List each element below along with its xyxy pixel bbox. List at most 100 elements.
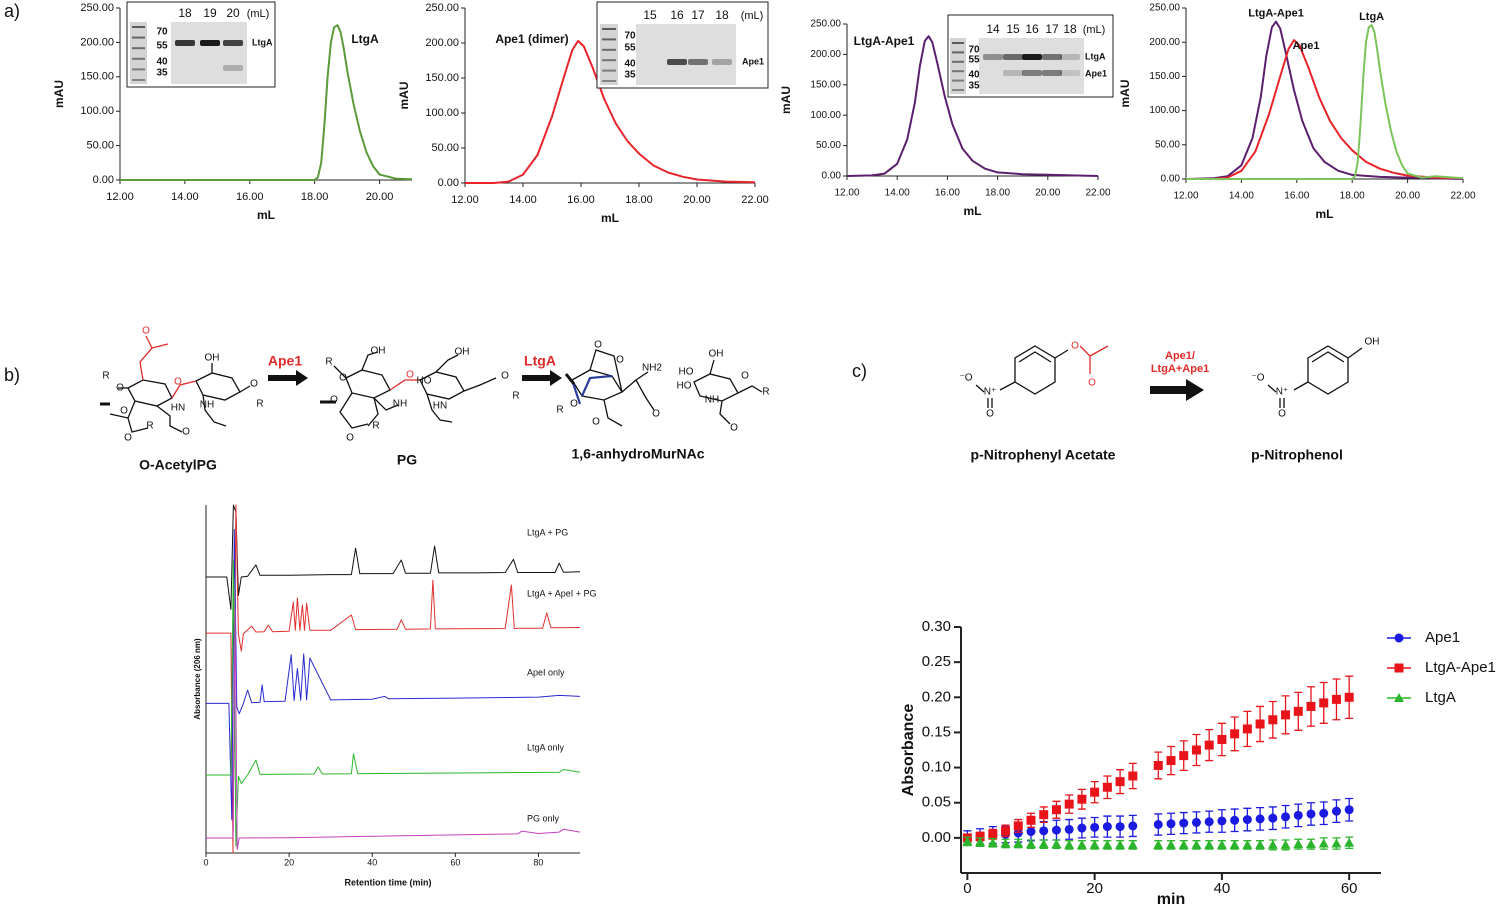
marker (1102, 822, 1112, 832)
marker (1090, 822, 1100, 832)
reagent-label: Ape1/ (1165, 350, 1195, 362)
y-tick-label: 0.00 (1161, 174, 1181, 185)
ladder-band (602, 28, 616, 30)
x-tick-label: 0 (203, 857, 208, 867)
x-tick-label: 18.00 (985, 188, 1010, 199)
reagent-label: Ape1 (268, 353, 302, 369)
y-tick-label: 200.00 (1149, 37, 1180, 48)
y-tick-label: 0.00 (922, 829, 951, 846)
line (206, 504, 581, 610)
atom-label: O (339, 373, 347, 384)
marker (1013, 821, 1023, 831)
gel-band (1042, 54, 1062, 60)
atom-label: R (512, 391, 519, 402)
scheme-c-structures (975, 345, 1363, 408)
line (1186, 39, 1464, 180)
gel-image (171, 22, 247, 84)
marker-label: 35 (624, 70, 636, 81)
ladder-band (952, 79, 964, 82)
x-tick-label: 16.00 (935, 188, 960, 199)
marker-label: 40 (156, 57, 168, 68)
marker (1242, 724, 1252, 734)
y-tick-label: 250.00 (1149, 3, 1180, 14)
atom-label: O (592, 417, 600, 428)
atom-label: ⁻O (1251, 373, 1264, 384)
marker (1318, 838, 1329, 848)
atom-label: O (250, 379, 258, 390)
y-axis-label: mAU (779, 86, 793, 114)
marker (1077, 823, 1087, 833)
marker (1280, 839, 1291, 849)
marker (1026, 839, 1036, 849)
marker (1394, 663, 1404, 673)
marker (1344, 692, 1354, 702)
unit-label: (mL) (741, 10, 764, 22)
y-tick-label: 150.00 (80, 71, 114, 83)
chart-title: LtgA-Ape1 (854, 34, 915, 48)
atom-label: HN (433, 401, 447, 412)
legend-label: Ape1 (1425, 629, 1460, 646)
scheme-b-atoms: R O O O OH O R O HN NH O R O R O OH O OH… (102, 326, 769, 444)
marker (1115, 777, 1125, 787)
marker (1255, 719, 1265, 729)
x-tick-label: 12.00 (451, 194, 479, 206)
ladder-band (132, 79, 145, 81)
gel-band (1022, 70, 1042, 76)
atom-label: O (124, 433, 132, 444)
compound-name: PG (397, 452, 417, 468)
marker-label: 70 (156, 27, 168, 38)
marker (1229, 839, 1240, 849)
x-axis-label: mL (1316, 207, 1334, 221)
atom-label: O (652, 409, 660, 420)
series-label: LtgA-Ape1 (1248, 8, 1304, 20)
marker (1306, 839, 1316, 849)
chart-title: LtgA (351, 32, 379, 46)
x-axis-label: mL (257, 208, 275, 222)
y-tick-label: 0.05 (922, 794, 951, 811)
y-tick-label: 250.00 (810, 19, 841, 30)
marker (1255, 814, 1265, 824)
lane-label: 14 (986, 22, 1000, 36)
series-label: Ape1 (1293, 40, 1320, 52)
marker (1306, 809, 1316, 819)
marker-label: 55 (156, 41, 168, 52)
ladder-band (132, 47, 145, 50)
lane-label: 18 (715, 8, 729, 22)
marker (962, 836, 973, 846)
marker-label: 40 (624, 59, 636, 70)
ladder-band (602, 38, 616, 41)
compound-name: 1,6-anhydroMurNAc (571, 446, 704, 462)
marker (1000, 838, 1011, 848)
x-tick-label: 18.00 (301, 191, 329, 203)
lane-label: 18 (178, 6, 192, 20)
ladder-band (952, 60, 964, 63)
lane-label: 19 (203, 6, 217, 20)
atom-label: R (556, 405, 563, 416)
y-tick-label: 50.00 (431, 142, 459, 154)
line (846, 35, 1099, 177)
marker (1293, 706, 1303, 716)
ladder-band (952, 89, 964, 91)
marker (1191, 839, 1202, 849)
x-tick-label: 14.00 (509, 194, 537, 206)
marker (1319, 808, 1329, 818)
ladder-band (602, 48, 616, 51)
gel-band (688, 59, 708, 65)
y-tick-label: 100.00 (810, 110, 841, 121)
marker (1115, 822, 1125, 832)
atom-label: HO (417, 376, 432, 387)
atom-label: O (741, 371, 749, 382)
atom-label: NH (705, 395, 719, 406)
compound-name: p-Nitrophenol (1251, 447, 1343, 463)
x-tick-label: 22.00 (1085, 188, 1110, 199)
marker (1216, 839, 1227, 849)
y-axis-label: mAU (397, 81, 411, 109)
marker (1026, 827, 1036, 837)
band-label: LtgA (252, 37, 273, 47)
marker (975, 831, 985, 841)
marker (1331, 838, 1342, 848)
marker (1255, 839, 1266, 849)
marker-label: 35 (156, 68, 168, 79)
x-tick-label: 40 (367, 857, 377, 867)
atom-label: NH (200, 400, 214, 411)
